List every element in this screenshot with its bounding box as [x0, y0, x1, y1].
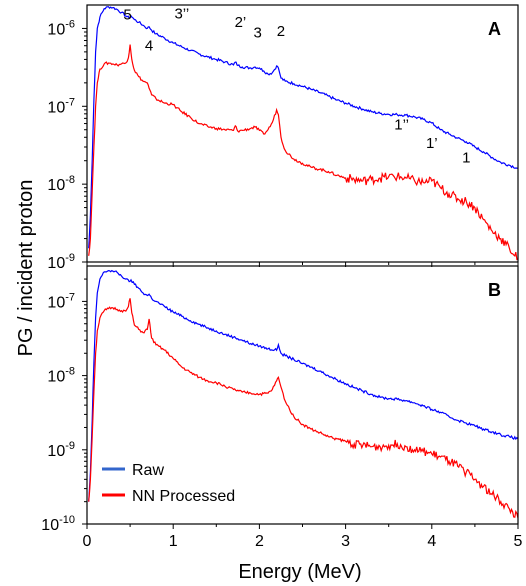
y-tick-label-6: 10-6 — [47, 18, 75, 38]
peak-label-2: 2 — [277, 23, 285, 40]
series-nn-processed-line — [88, 44, 518, 261]
x-axis-label: Energy (MeV) — [238, 561, 361, 583]
y-tick-label-7: 10-7 — [47, 96, 75, 116]
y-tick-label-9: 10-9 — [47, 440, 75, 460]
x-tick-label-3: 3 — [341, 533, 350, 550]
x-tick-label-0: 0 — [83, 533, 92, 550]
plot-frame — [86, 265, 519, 525]
x-tick-label-5: 5 — [514, 533, 523, 550]
series-raw-line — [88, 6, 518, 249]
series-raw-line — [88, 269, 518, 502]
panel-a: 10-6 10-7 10-8 10-9 A 54 3’’ 2’ 3 2 1’’ 1’ 1 — [47, 4, 519, 272]
series-nn-processed-line — [88, 298, 518, 519]
panel-label: B — [488, 280, 501, 300]
peak-label-5: 5 — [123, 7, 131, 24]
y-axis-label: PG / incident proton — [15, 180, 37, 357]
peak-label-4: 4 — [145, 38, 153, 55]
y-tick-label-8: 10-8 — [47, 174, 75, 194]
y-tick-label-8: 10-8 — [47, 366, 75, 386]
legend-label-nn-processed: NN Processed — [132, 488, 235, 505]
y-tick-label-10: 10-10 — [41, 514, 75, 534]
peak-label-3: 3’’ — [174, 5, 189, 22]
legend-label-raw: Raw — [132, 462, 164, 479]
peak-label-3: 3 — [254, 25, 262, 42]
peak-label-2: 2’ — [235, 14, 247, 31]
y-tick-label-7: 10-7 — [47, 291, 75, 311]
x-tick-label-1: 1 — [169, 533, 178, 550]
x-tick-label-2: 2 — [255, 533, 264, 550]
y-tick-label-9: 10-9 — [47, 252, 75, 272]
peak-label-1: 1’ — [426, 135, 438, 152]
peak-label-1: 1’’ — [394, 117, 409, 134]
panel-label: A — [488, 19, 501, 39]
peak-label-1: 1 — [462, 149, 470, 166]
panel-b: 0 1 2 3 4 5 10-7 10-8 10-9 10-10 B — [41, 265, 523, 550]
x-tick-label-4: 4 — [427, 533, 436, 550]
legend: Raw NN Processed — [102, 462, 235, 505]
